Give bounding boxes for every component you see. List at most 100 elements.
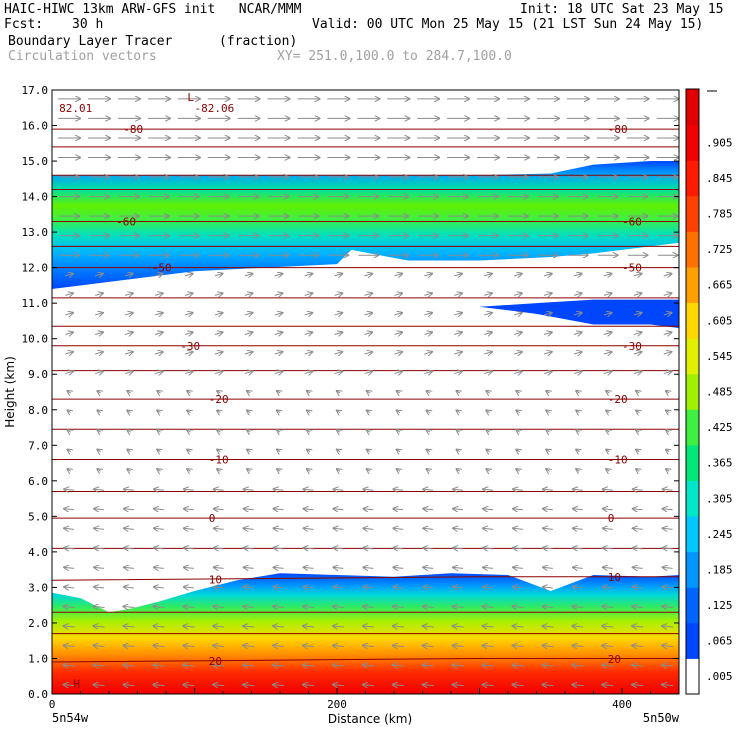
wind-vector [127,469,130,471]
colorbar-label: .305 [706,492,733,505]
wind-vector [154,371,163,373]
wind-vector [247,450,250,452]
wind-vector [273,685,285,686]
wind-vector [632,665,644,666]
wind-vector [123,606,135,607]
wind-vector [573,371,582,373]
wind-vector [304,313,313,315]
wind-vector [573,489,583,490]
wind-vector [307,469,310,471]
wind-vector [217,430,220,432]
wind-vector [543,274,552,276]
colorbar-swatch [686,266,699,304]
wind-vector [244,489,254,490]
wind-vector [333,606,344,607]
wind-vector [213,626,225,627]
wind-vector [217,450,220,452]
wind-vector [307,391,310,393]
wind-vector [423,665,434,666]
wind-vector [247,430,250,432]
wind-vector [124,313,133,315]
colorbar-swatch [686,302,699,339]
wind-vector [97,469,100,471]
y-tick-label: 0.0 [28,688,48,701]
wind-vector [363,665,374,666]
wind-vector [64,665,75,666]
wind-vector [543,528,553,529]
isotherm-label: 20 [209,655,222,668]
wind-vector [424,332,432,334]
wind-vector [153,626,165,627]
wind-vector [423,685,434,686]
y-tick-label: 6.0 [28,475,48,488]
wind-vector [363,548,374,549]
wind-vector [516,391,519,393]
wind-vector [542,606,554,607]
wind-vector [67,469,70,471]
wind-vector [423,489,434,490]
isotherm-label: -10 [608,454,628,467]
wind-vector [513,293,522,295]
wind-vector [367,410,370,412]
y-tick-label: 8.0 [28,404,48,417]
wind-vector [95,293,103,295]
y-tick-label: 16.0 [22,120,49,133]
wind-vector [213,606,225,607]
field-units: (fraction) [219,34,298,49]
wind-vector [273,626,285,627]
wind-vector [154,587,164,588]
wind-vector [273,645,285,646]
colorbar-label: .065 [706,635,733,648]
wind-vector [304,528,314,529]
wind-vector [214,587,224,588]
colorbar-swatch [686,124,699,161]
wind-vector [516,430,519,432]
wind-vector [127,410,130,412]
colorbar-swatch [686,516,699,553]
wind-vector [423,587,434,588]
wind-vector [124,352,133,354]
wind-vector [94,509,105,510]
wind-vector [516,450,519,452]
wind-vector [633,528,643,529]
wind-vector [393,665,404,666]
wind-vector [214,313,223,315]
wind-vector [277,410,280,412]
isotherm-label: 10 [608,571,621,584]
wind-vector [543,489,553,490]
isotherm-label: -80 [123,123,143,136]
wind-vector [304,293,313,295]
wind-vector [516,410,519,412]
wind-vector [543,371,552,373]
wind-vector [453,489,464,490]
wind-vector [244,371,253,373]
wind-vector [423,626,434,627]
wind-vector [573,587,583,588]
wind-vector [64,645,75,646]
wind-vector [153,645,165,646]
wind-vector [124,274,133,276]
x-axis-title: Distance (km) [328,712,412,726]
wind-vector [662,645,674,646]
wind-vector [363,587,374,588]
y-tick-label: 17.0 [22,84,49,97]
wind-vector [662,606,674,607]
extremum-label: -82.06 [195,102,235,115]
wind-vector [602,606,614,607]
wind-vector [572,645,584,646]
colorbar-swatch [686,231,699,268]
wind-vector [183,645,195,646]
wind-vector [243,665,255,666]
wind-vector [602,665,614,666]
wind-vector [606,469,609,471]
wind-vector [453,509,464,510]
wind-vector [483,606,494,607]
wind-vector [394,293,402,295]
wind-vector [65,332,73,334]
wind-vector [124,293,133,295]
wind-vector [576,391,579,393]
wind-vector [127,391,130,393]
wind-vector [97,391,100,393]
wind-vector [367,430,370,432]
wind-vector [663,548,673,549]
